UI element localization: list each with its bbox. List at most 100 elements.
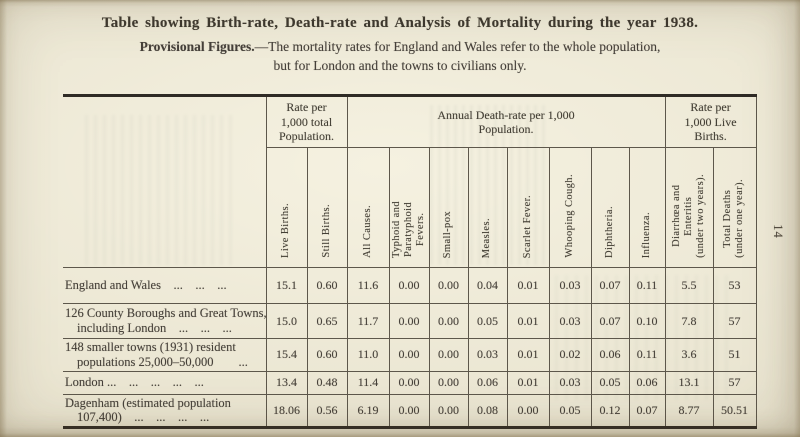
table-row: Dagenham (estimated population 107,400) .… (63, 393, 757, 428)
cell-value: 0.03 (467, 338, 508, 372)
row-label: London ... ... ... ... ... (63, 370, 267, 395)
cell-value: 0.00 (428, 370, 469, 395)
cell-value: 11.6 (346, 267, 390, 304)
column-header-still-births: Still Births. (306, 147, 348, 268)
row-label-line: 107,400) ... ... ... ... (77, 410, 210, 425)
cell-value: 53 (712, 267, 757, 304)
cell-value: 0.04 (467, 267, 508, 304)
group-header-annual-death-rate: Annual Death-rate per 1,000 Population. (346, 95, 666, 148)
cell-value: 0.02 (548, 338, 592, 372)
cell-value: 13.4 (265, 370, 308, 395)
cell-value: 0.08 (467, 393, 508, 428)
cell-value: 0.00 (388, 303, 430, 339)
column-header-total-deaths-under-one-year: Total Deaths (under one year). (712, 147, 757, 268)
cell-value: 7.8 (664, 303, 714, 339)
mortality-table: Rate per 1,000 total Population. Annual … (63, 94, 757, 429)
cell-value: 0.00 (506, 393, 550, 428)
column-header-influenza: Influenza. (628, 147, 666, 268)
cell-value: 0.07 (590, 267, 630, 304)
column-header-label: Live Births. (280, 203, 292, 258)
column-header-label: Scarlet Fever. (521, 194, 533, 258)
group-header-rate-per-total-population: Rate per 1,000 total Population. (265, 95, 348, 148)
table-row: England and Wales ... ... ... 15.1 0.60 11.… (63, 267, 757, 304)
page-subtitle-line2: but for London and the towns to civilian… (273, 58, 527, 73)
cell-value: 0.00 (428, 267, 469, 304)
cell-value: 6.19 (346, 393, 390, 428)
cell-value: 0.10 (628, 303, 666, 339)
column-header-label: All Causes. (361, 205, 373, 258)
cell-value: 0.03 (548, 267, 592, 304)
cell-value: 0.07 (628, 393, 666, 428)
cell-value: 0.60 (306, 338, 348, 372)
column-header-diphtheria: Diphtheria. (590, 147, 630, 268)
table-row: 148 smaller towns (1931) resident populat… (63, 338, 757, 372)
cell-value: 0.00 (428, 303, 469, 339)
cell-value: 0.48 (306, 370, 348, 395)
group-header-row: Rate per 1,000 total Population. Annual … (63, 95, 757, 268)
column-header-label: Still Births. (320, 204, 332, 258)
cell-value: 0.11 (628, 338, 666, 372)
cell-value: 0.00 (388, 338, 430, 372)
column-header-smallpox: Small-pox (428, 147, 469, 268)
row-label: 148 smaller towns (1931) resident populat… (63, 338, 267, 372)
cell-value: 0.01 (506, 267, 550, 304)
cell-value: 0.65 (306, 303, 348, 339)
cell-value: 0.05 (590, 370, 630, 395)
cell-value: 11.0 (346, 338, 390, 372)
row-label-line: populations 25,000–50,000 ... (77, 354, 248, 369)
cell-value: 8.77 (664, 393, 714, 428)
cell-value: 15.1 (265, 267, 308, 304)
cell-value: 0.00 (388, 267, 430, 304)
cell-value: 0.00 (388, 370, 430, 395)
page-subtitle: Provisional Figures.—The mortality rates… (0, 39, 800, 55)
row-label: England and Wales ... ... ... (63, 267, 267, 304)
table-row: London ... ... ... ... ... 13.4 0.48 11.4 0.… (63, 370, 757, 395)
row-label-line: 148 smaller towns (1931) resident (65, 340, 236, 354)
column-header-label: Total Deaths (under one year). (722, 179, 746, 258)
cell-value: 57 (712, 303, 757, 339)
cell-value: 50.51 (712, 393, 757, 428)
page-title: Table showing Birth-rate, Death-rate and… (101, 15, 699, 31)
column-header-label: Diarrhœa and Enteritis (under two years)… (670, 174, 707, 258)
cell-value: 0.56 (306, 393, 348, 428)
column-header-whooping-cough: Whooping Cough. (548, 147, 592, 268)
column-header-all-causes: All Causes. (346, 147, 390, 268)
cell-value: 0.05 (467, 303, 508, 339)
column-header-label: Small-pox (442, 210, 454, 258)
cell-value: 0.06 (467, 370, 508, 395)
subtitle-rest: —The mortality rates for England and Wal… (254, 39, 661, 54)
cell-value: 0.06 (590, 338, 630, 372)
cell-value: 0.11 (628, 267, 666, 304)
cell-value: 5.5 (664, 267, 714, 304)
column-header-label: Typhoid and Paratyphoid Fevers. (390, 200, 427, 258)
cell-value: 15.4 (265, 338, 308, 372)
cell-value: 0.01 (506, 303, 550, 339)
group-header-rate-per-live-births: Rate per 1,000 Live Births. (664, 95, 757, 148)
subtitle-bold-label: Provisional Figures. (139, 39, 255, 54)
cell-value: 0.06 (628, 370, 666, 395)
column-header-live-births: Live Births. (265, 147, 308, 268)
cell-value: 0.03 (548, 370, 592, 395)
cell-value: 3.6 (664, 338, 714, 372)
page-number-side: 14 (770, 224, 785, 239)
row-label: 126 County Boroughs and Great Towns, incl… (63, 303, 267, 339)
row-label-line: Dagenham (estimated population (65, 395, 231, 410)
row-label-line: England and Wales ... ... ... (65, 278, 227, 293)
cell-value: 11.4 (346, 370, 390, 395)
cell-value: 0.05 (548, 393, 592, 428)
row-label: Dagenham (estimated population 107,400) .… (63, 393, 267, 428)
column-header-label: Diphtheria. (603, 206, 615, 258)
cell-value: 11.7 (346, 303, 390, 339)
cell-value: 0.03 (548, 303, 592, 339)
cell-value: 0.01 (506, 338, 550, 372)
column-header-label: Measles. (481, 217, 493, 258)
column-header-scarlet-fever: Scarlet Fever. (506, 147, 550, 268)
row-label-line: London ... ... ... ... ... (65, 375, 204, 390)
column-header-diarrhoea-enteritis: Diarrhœa and Enteritis (under two years)… (664, 147, 714, 268)
cell-value: 15.0 (265, 303, 308, 339)
cell-value: 0.00 (428, 338, 469, 372)
cell-value: 18.06 (265, 393, 308, 428)
row-label-line: including London ... ... ... (77, 321, 232, 335)
corner-cell (63, 95, 267, 268)
